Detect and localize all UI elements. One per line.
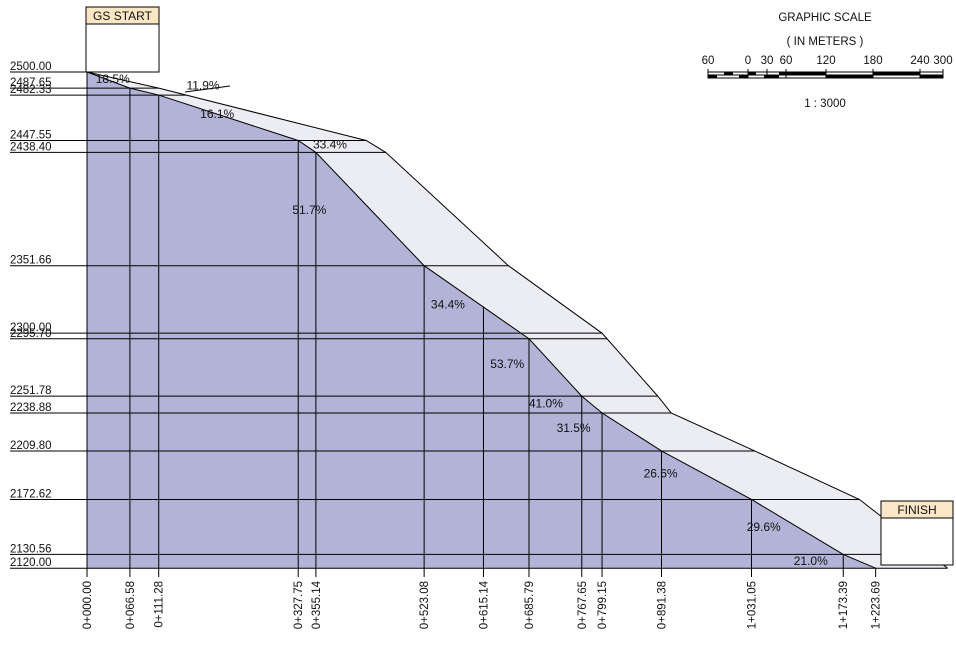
scale-bar-segment xyxy=(748,72,756,75)
station-label: 0+355.14 xyxy=(311,580,323,629)
scale-tick-label: 300 xyxy=(933,55,952,67)
scale-tick-labels: 60 0 30 60 120 180 240 300 xyxy=(702,55,953,67)
scale-units: ( IN METERS ) xyxy=(787,36,864,48)
scale-tick-label: 60 xyxy=(702,55,715,67)
elevation-label: 2238.88 xyxy=(10,402,52,414)
scale-ratio: 1 : 3000 xyxy=(804,98,846,110)
grade-label: 26.6% xyxy=(644,466,678,480)
scale-bar-segment xyxy=(708,75,717,78)
graphic-scale: GRAPHIC SCALE ( IN METERS ) 60 0 30 60 120 18… xyxy=(702,12,953,110)
finish-label-box: FINISH xyxy=(880,500,954,566)
scale-tick-label: 60 xyxy=(780,55,793,67)
grade-label: 41.0% xyxy=(529,397,563,411)
station-label: 0+685.79 xyxy=(524,581,536,629)
slope-band xyxy=(87,72,948,569)
station-label: 0+327.75 xyxy=(293,581,305,629)
station-label: 0+066.58 xyxy=(125,581,137,629)
grade-label: 11.9% xyxy=(186,78,219,92)
station-label: 0+615.14 xyxy=(478,580,490,629)
station-label: 0+000.00 xyxy=(82,581,94,629)
ground-area xyxy=(87,72,876,569)
elevation-label: 2447.55 xyxy=(10,129,52,141)
station-label: 0+523.08 xyxy=(419,581,431,629)
grade-label: 33.4% xyxy=(313,137,347,151)
station-label: 0+111.28 xyxy=(154,581,166,628)
scale-tick-label: 30 xyxy=(761,55,774,67)
station-labels-layer: 0+000.00 0+066.58 0+111.28 0+327.75 0+355.14… xyxy=(82,580,883,629)
elevation-label: 2251.78 xyxy=(10,385,52,397)
scale-bar-segment xyxy=(920,75,943,78)
grade-label: 16.1% xyxy=(200,107,234,121)
grade-labels-layer: 18.5% 11.9% 16.1% 33.4% 51.7% 34.4% 53.7% 41.0%… xyxy=(96,72,828,568)
elevation-label: 2500.00 xyxy=(10,61,52,73)
scale-bar-segment xyxy=(873,72,920,75)
scale-tick-label: 0 xyxy=(745,55,751,67)
grade-label: 29.6% xyxy=(747,520,781,534)
station-lines-layer xyxy=(86,72,877,577)
start-label: GS START xyxy=(93,9,153,23)
scale-bar-segment xyxy=(724,72,733,75)
scale-bar-segment xyxy=(764,75,779,78)
grade-label: 18.5% xyxy=(96,72,130,86)
grade-label: 51.7% xyxy=(292,203,326,217)
elevation-label: 2209.80 xyxy=(10,440,52,452)
finish-label: FINISH xyxy=(897,503,936,517)
scale-tick-label: 120 xyxy=(816,55,835,67)
elevation-label: 2351.66 xyxy=(10,255,52,267)
elevation-label: 2438.40 xyxy=(10,141,52,153)
scale-bar-segment xyxy=(739,75,748,78)
scale-title: GRAPHIC SCALE xyxy=(778,12,872,24)
grade-leader-line xyxy=(184,85,231,93)
station-label: 0+799.15 xyxy=(597,581,609,629)
elevation-label: 2482.33 xyxy=(10,84,52,96)
scale-tick-label: 240 xyxy=(910,55,929,67)
scale-bar-segment xyxy=(779,72,826,75)
elevation-label: 2295.70 xyxy=(10,328,52,340)
station-label: 1+031.05 xyxy=(747,581,759,629)
start-label-box: GS START xyxy=(85,6,160,73)
elevation-label: 2120.00 xyxy=(10,557,52,569)
station-label: 1+173.39 xyxy=(838,581,850,629)
grade-label: 31.5% xyxy=(557,421,591,435)
scale-bar xyxy=(707,69,944,79)
grade-label: 21.0% xyxy=(794,554,828,568)
elevation-label: 2300.00 xyxy=(10,322,52,334)
elevation-label: 2130.56 xyxy=(10,543,52,555)
station-label: 1+223.69 xyxy=(871,581,883,629)
elevation-label: 2487.65 xyxy=(10,77,52,89)
scale-bar-segment xyxy=(826,75,873,78)
scale-tick-label: 180 xyxy=(863,55,882,67)
grade-label: 53.7% xyxy=(490,357,524,371)
elevation-lines-layer xyxy=(10,71,948,569)
grade-label: 34.4% xyxy=(431,298,465,312)
elevation-label: 2172.62 xyxy=(10,488,52,500)
station-label: 0+891.38 xyxy=(656,581,668,629)
station-label: 0+767.65 xyxy=(577,581,589,629)
